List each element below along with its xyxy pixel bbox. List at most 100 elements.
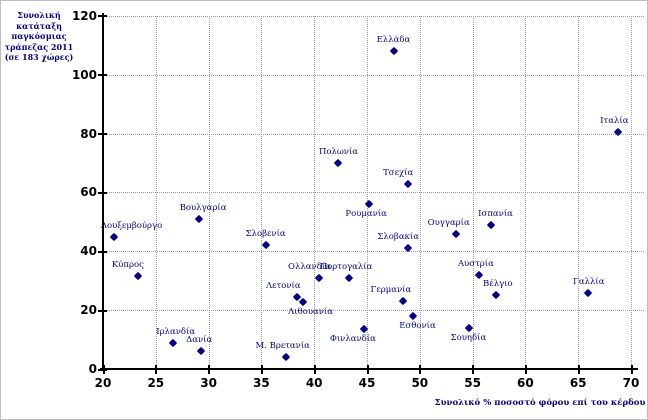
- h-gridline: [103, 251, 644, 253]
- y-axis-title-line: (σε 183 χώρες): [4, 52, 74, 62]
- data-point-label: Γαλλία: [572, 276, 605, 287]
- data-point-label: Ισπανία: [478, 208, 513, 219]
- data-point-label: Τσεχία: [383, 167, 414, 178]
- v-gridline: [367, 16, 368, 369]
- h-gridline: [103, 74, 644, 76]
- data-point-marker: [261, 241, 270, 250]
- data-point-marker: [344, 273, 354, 283]
- y-tick-label: 100: [71, 67, 97, 82]
- data-point-marker: [133, 272, 143, 281]
- data-point-label: Μ. Βρετανία: [255, 341, 310, 352]
- y-tick-label: 20: [80, 303, 97, 318]
- y-tick-label: 80: [80, 126, 97, 141]
- data-point-marker: [403, 179, 413, 188]
- x-axis-tick: [366, 365, 369, 374]
- data-point-label: Σλοβακία: [377, 232, 419, 243]
- data-point-label: Λετονία: [265, 280, 301, 291]
- data-point-label: Δανία: [186, 335, 213, 346]
- data-point-label: Γερμανία: [370, 285, 412, 296]
- x-tick-label: 50: [411, 376, 429, 390]
- h-gridline: [103, 15, 644, 17]
- y-axis-title: Συνολική κατάταξη παγκόσμιας τράπεζας 20…: [3, 10, 75, 63]
- x-tick-label: 65: [569, 376, 587, 390]
- data-point-label: Ελλάδα: [376, 35, 411, 46]
- x-axis-tick: [419, 365, 422, 374]
- y-axis-tick: [98, 133, 107, 136]
- x-tick-label: 30: [200, 376, 217, 390]
- x-axis-tick: [208, 365, 211, 374]
- data-point-label: Ουγγαρία: [427, 217, 470, 228]
- y-tick-label: 0: [88, 362, 97, 376]
- data-point-label: Ιταλία: [600, 116, 629, 127]
- data-point-label: Βουλγαρία: [179, 202, 227, 213]
- data-point-marker: [398, 297, 408, 306]
- v-gridline: [631, 16, 632, 369]
- data-point-label: Πορτογαλία: [319, 261, 373, 272]
- data-point-marker: [334, 158, 343, 168]
- h-gridline: [103, 192, 644, 194]
- data-point-marker: [168, 338, 177, 347]
- y-axis-tick: [98, 74, 107, 77]
- data-point-label: Εσθονία: [399, 321, 436, 332]
- data-point-label: Ρουμανία: [345, 209, 387, 220]
- data-point-marker: [614, 127, 623, 137]
- y-axis-tick: [98, 191, 107, 194]
- data-point-marker: [451, 229, 460, 238]
- y-axis-title-line: κατάταξη: [16, 20, 62, 31]
- y-tick-label: 40: [80, 244, 97, 259]
- data-point-label: Λουξεμβούργο: [100, 220, 163, 231]
- x-axis-tick: [313, 365, 316, 374]
- x-axis-tick: [102, 365, 105, 374]
- data-point-marker: [315, 273, 324, 283]
- data-point-label: Λιθουανία: [288, 306, 334, 317]
- v-gridline: [314, 16, 316, 369]
- data-point-label: Ολλανδία: [288, 261, 331, 272]
- y-axis-line: [102, 13, 104, 370]
- data-point-label: Αυστρία: [457, 258, 494, 269]
- data-point-label: Σλοβενία: [245, 229, 286, 240]
- data-point-label: Κύπρος: [111, 260, 144, 271]
- x-axis-tick: [155, 365, 158, 374]
- x-tick-label: 55: [464, 376, 481, 390]
- y-axis-tick: [98, 309, 107, 312]
- v-gridline: [155, 16, 157, 369]
- data-point-marker: [390, 47, 399, 56]
- data-point-label: Σουηδία: [450, 332, 487, 343]
- data-point-label: Πολωνία: [318, 147, 359, 158]
- h-gridline: [103, 310, 644, 312]
- x-axis-tick: [524, 365, 527, 374]
- h-gridline: [103, 133, 644, 135]
- v-gridline: [419, 16, 421, 369]
- x-tick-label: 45: [358, 376, 376, 390]
- x-tick-label: 25: [147, 376, 165, 390]
- x-axis-tick: [472, 365, 475, 374]
- data-point-label: Φινλανδία: [329, 334, 376, 345]
- x-tick-label: 20: [94, 376, 112, 390]
- y-tick-label: 120: [71, 8, 97, 23]
- x-axis-tick: [577, 365, 580, 374]
- v-gridline: [472, 16, 474, 369]
- v-gridline: [525, 16, 527, 369]
- x-axis-line: [100, 368, 638, 370]
- v-gridline: [208, 16, 210, 369]
- y-tick-label: 60: [80, 185, 97, 200]
- data-point-marker: [491, 291, 501, 300]
- data-point-label: Ιρλανδία: [156, 326, 196, 337]
- y-axis-title-line: τράπεζας 2011: [4, 41, 74, 52]
- data-point-marker: [298, 297, 307, 307]
- y-axis-tick: [98, 15, 107, 18]
- x-axis-title: Συνολικό % ποσοστό φόρου επί του κέρδου: [434, 398, 646, 408]
- x-axis-tick: [260, 365, 263, 374]
- x-axis-tick: [630, 365, 633, 374]
- data-point-marker: [281, 352, 290, 362]
- data-point-marker: [109, 232, 118, 241]
- y-axis-tick: [98, 250, 107, 253]
- data-point-marker: [486, 220, 495, 230]
- v-gridline: [578, 16, 580, 369]
- x-tick-label: 40: [305, 376, 323, 390]
- data-point-marker: [409, 311, 418, 321]
- v-gridline: [261, 16, 263, 369]
- data-point-marker: [474, 270, 484, 280]
- x-tick-label: 35: [253, 376, 270, 390]
